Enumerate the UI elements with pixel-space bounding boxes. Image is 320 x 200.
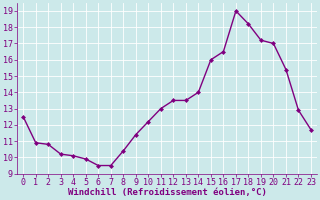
X-axis label: Windchill (Refroidissement éolien,°C): Windchill (Refroidissement éolien,°C)	[68, 188, 267, 197]
